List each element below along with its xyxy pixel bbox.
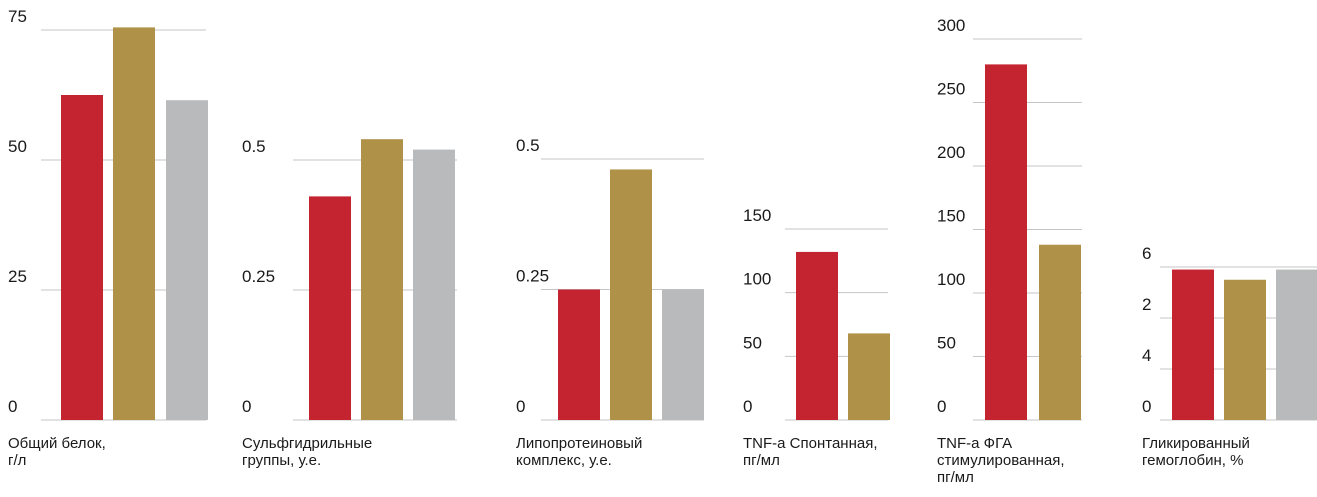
bar-1 <box>309 196 351 420</box>
x-caption-line: стимулированная, <box>937 452 1065 469</box>
x-caption-line: TNF-a ФГА <box>937 435 1012 452</box>
bar-3 <box>166 100 208 420</box>
chart-1: 0 25 50 75 Общий белок,г/л <box>8 7 208 469</box>
y-tick-label: 0 <box>242 397 251 416</box>
x-caption-line: TNF-a Спонтанная, <box>743 435 878 452</box>
bar-2 <box>610 169 652 420</box>
bar-2 <box>361 139 403 420</box>
bar-1 <box>61 95 103 420</box>
chart-5: 0 50 100 150 200 250 300 TNF-a ФГАстимулированн… <box>937 16 1082 486</box>
x-caption-line: гемоглобин, % <box>1142 452 1243 469</box>
bar-1 <box>796 251 838 420</box>
y-tick-label: 0 <box>1142 397 1151 416</box>
y-tick-label: 25 <box>8 267 27 286</box>
y-tick-label: 0.5 <box>242 137 266 156</box>
y-tick-label: 50 <box>937 334 956 353</box>
x-caption-line: Гликированный <box>1142 435 1250 452</box>
bar-3 <box>662 289 704 420</box>
chart-4: 0 50 100 150 TNF-a Спонтанная,пг/мл <box>743 206 890 469</box>
y-tick-label: 300 <box>937 16 965 35</box>
x-caption-line: г/л <box>8 452 26 469</box>
x-caption-line: пг/мл <box>743 452 780 469</box>
y-tick-label: 0.25 <box>242 267 275 286</box>
y-tick-label: 4 <box>1142 346 1151 365</box>
y-tick-label: 0 <box>937 397 946 416</box>
bar-2 <box>113 27 155 421</box>
bar-2 <box>1039 244 1081 420</box>
x-caption-line: Липопротеиновый <box>516 435 642 452</box>
y-tick-label: 6 <box>1142 244 1151 263</box>
y-tick-label: 200 <box>937 143 965 162</box>
bar-3 <box>1276 269 1317 420</box>
bar-2 <box>1224 279 1266 420</box>
y-tick-label: 0.25 <box>516 267 549 286</box>
y-tick-label: 0 <box>8 397 17 416</box>
y-tick-label: 75 <box>8 7 27 26</box>
bar-2 <box>848 333 890 420</box>
x-caption-line: пг/мл <box>937 469 974 486</box>
bar-1 <box>985 64 1027 421</box>
bar-3 <box>413 149 455 420</box>
x-caption-line: Сульфгидрильные <box>242 435 372 452</box>
y-tick-label: 50 <box>8 137 27 156</box>
y-tick-label: 0 <box>743 397 752 416</box>
bar-1 <box>1172 269 1214 420</box>
x-caption-line: комплекс, у.е. <box>516 452 612 469</box>
y-tick-label: 150 <box>937 207 965 226</box>
y-tick-label: 250 <box>937 80 965 99</box>
y-tick-label: 2 <box>1142 295 1151 314</box>
x-caption-line: Общий белок, <box>8 435 106 452</box>
bar-1 <box>558 289 600 420</box>
y-tick-label: 150 <box>743 206 771 225</box>
y-tick-label: 100 <box>743 270 771 289</box>
y-tick-label: 0 <box>516 397 525 416</box>
y-tick-label: 0.5 <box>516 136 540 155</box>
y-tick-label: 100 <box>937 270 965 289</box>
x-caption-line: группы, у.е. <box>242 452 321 469</box>
y-tick-label: 50 <box>743 333 762 352</box>
